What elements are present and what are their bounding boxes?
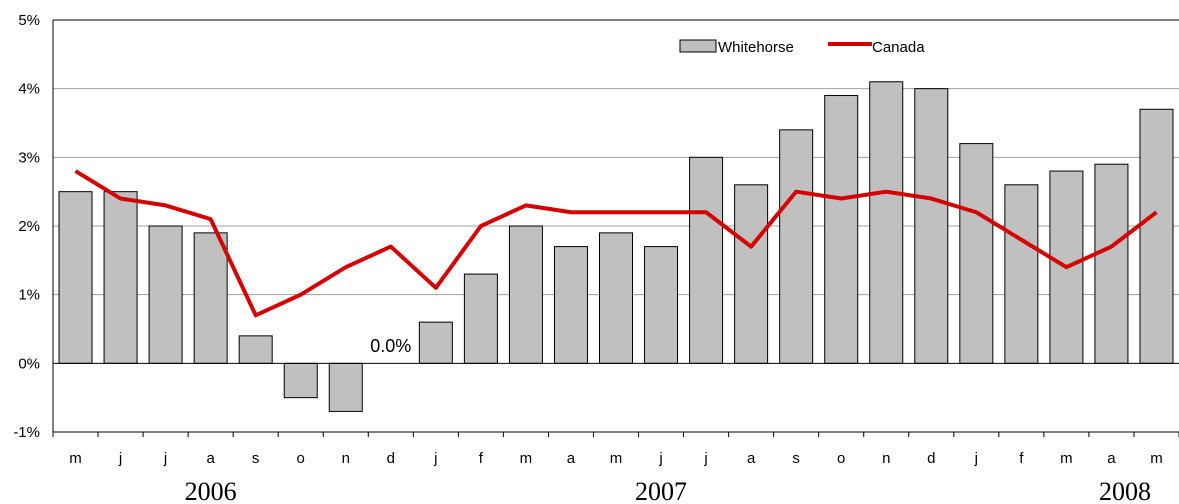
bar [959,143,994,364]
x-tick-label: o [837,450,845,467]
y-tick-label: 4% [18,81,40,98]
year-label: 2008 [1099,477,1151,504]
line-series [74,169,1158,318]
x-tick-label: j [433,450,437,467]
x-tick-label: d [927,450,935,467]
bar [58,191,93,364]
bar [238,335,273,364]
bar-series [58,81,1174,412]
axes [52,19,1179,437]
legend-label-line: Canada [872,39,925,56]
x-tick-label: n [882,450,890,467]
series-line [74,169,1158,318]
bar [824,95,859,364]
bar [914,88,949,364]
legend: Whitehorse Canada [679,39,925,56]
x-tick-label: j [974,450,978,467]
x-tick-label: j [163,450,167,467]
x-tick-label: n [342,450,350,467]
bar [734,184,769,364]
bar [418,321,453,364]
bar [1004,184,1039,364]
bar [508,225,543,364]
data-label: 0.0% [370,336,411,356]
x-tick-label: a [567,450,576,467]
x-tick-label: m [1060,450,1073,467]
annotations: 0.0% [370,336,411,356]
bar [103,191,138,364]
bar [869,81,904,364]
year-labels: 2006 2007 2008 [185,477,1151,504]
bar [463,273,498,364]
y-tick-label: 0% [18,355,40,372]
x-tick-label: f [479,450,484,467]
y-tick-label: 2% [18,218,40,235]
bar [283,362,318,399]
bar [148,225,183,364]
bar [193,232,228,364]
x-tick-label: o [297,450,305,467]
bar [644,246,679,364]
x-tick-label: m [69,450,82,467]
legend-swatch-bar [679,39,717,53]
x-tick-label: m [520,450,533,467]
y-tick-label: 5% [18,12,40,29]
x-tick-label: j [118,450,122,467]
x-tick-label: m [610,450,623,467]
x-tick-label: j [703,450,707,467]
bar [779,129,814,364]
year-label: 2007 [635,477,687,504]
x-tick-label: j [658,450,662,467]
x-tick-label: d [387,450,395,467]
x-tick-label: f [1019,450,1024,467]
y-tick-labels: -1% 0% 1% 2% 3% 4% 5% [13,12,40,441]
y-tick-label: -1% [13,424,40,441]
y-tick-label: 3% [18,149,40,166]
x-tick-label: m [1150,450,1163,467]
bar [599,232,633,364]
legend-label-bar: Whitehorse [718,39,794,56]
bar [689,156,724,364]
x-tick-label: a [206,450,215,467]
y-tick-label: 1% [18,287,40,304]
x-tick-label: s [792,450,800,467]
x-tick-label: a [747,450,756,467]
x-tick-label: a [1107,450,1116,467]
x-tick-label: s [252,450,260,467]
bar [1139,108,1174,364]
year-label: 2006 [185,477,237,504]
bar [328,362,363,412]
bar [1094,163,1129,364]
bar [553,246,588,364]
